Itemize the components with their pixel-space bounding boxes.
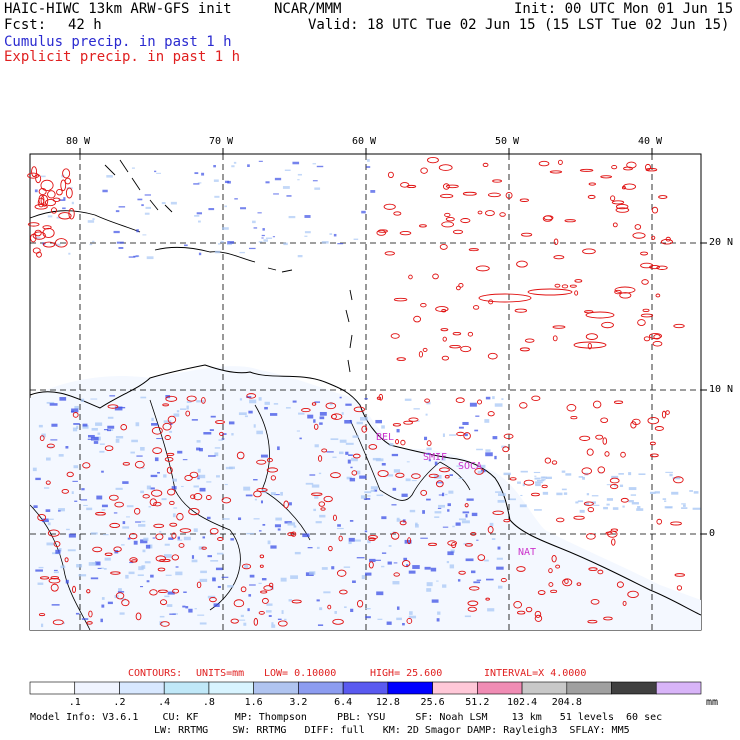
colorbar-swatch: [253, 681, 299, 695]
colorbar-tick-label: 12.8: [375, 697, 400, 708]
forecast-label: Fcst:: [4, 17, 47, 33]
tick-marks: [79, 148, 707, 535]
bahamas-coast: [104, 159, 173, 213]
puerto-rico: [267, 267, 293, 273]
lon-label-50w: 50 W: [495, 136, 520, 147]
contours-interval: INTERVAL=X 4.0000: [484, 668, 587, 679]
org-label: NCAR/MMM: [274, 1, 342, 17]
model-title: HAIC-HIWC 13km ARW-GFS init: [4, 1, 232, 17]
colorbar-tick-label: 51.2: [465, 697, 490, 708]
lon-label-80w: 80 W: [66, 136, 91, 147]
gridlines: [30, 154, 701, 630]
forecast-value: 42 h: [68, 17, 102, 33]
contours-low: LOW= 0.10000: [264, 668, 337, 679]
south-america-coast: [29, 364, 702, 616]
model-info-line2: LW: RRTMG SW: RRTMG DIFF: full KM: 2D Sm…: [154, 725, 630, 736]
lesser-antilles: [345, 289, 353, 373]
contours-units: UNITS=mm: [196, 668, 245, 679]
station-label-bel: BEL: [376, 432, 395, 443]
colorbar: [29, 681, 702, 695]
lon-label-60w: 60 W: [352, 136, 377, 147]
lat-label-20n: 20 N: [709, 237, 734, 248]
colorbar-unit: mm: [706, 697, 719, 708]
colorbar-tick-label: .1: [68, 697, 81, 708]
colorbar-tick-label: 3.2: [289, 697, 308, 708]
explicit-precip-contours: [27, 156, 685, 627]
colorbar-swatch: [29, 681, 76, 695]
station-label-smif: SMIF: [423, 452, 448, 463]
colorbar-swatch: [432, 681, 478, 695]
colorbar-tick-label: .2: [113, 697, 126, 708]
lat-label-0: 0: [709, 528, 716, 539]
lon-label-70w: 70 W: [209, 136, 234, 147]
colorbar-swatch: [521, 681, 568, 695]
colorbar-tick-label: 6.4: [334, 697, 353, 708]
lon-label-40w: 40 W: [638, 136, 663, 147]
station-label-soca: SOCA: [458, 461, 483, 472]
contours-high: HIGH= 25.600: [370, 668, 443, 679]
cuba-coast: [29, 210, 141, 233]
init-time: Init: 00 UTC Mon 01 Jun 15: [514, 1, 734, 17]
colorbar-tick-label: 204.8: [551, 697, 582, 708]
valid-time: Valid: 18 UTC Tue 02 Jun 15 (15 LST Tue …: [308, 17, 730, 33]
hispaniola-coast: [154, 246, 256, 263]
colorbar-tick-label: 102.4: [507, 697, 538, 708]
colorbar-tick-label: .8: [202, 697, 215, 708]
colorbar-tick-label: .4: [158, 697, 171, 708]
colorbar-swatch: [611, 681, 657, 695]
colorbar-swatch: [74, 681, 120, 695]
field-explicit-label: Explicit precip. in past 1 h: [4, 49, 241, 65]
colorbar-swatch: [208, 681, 254, 695]
contours-label: CONTOURS:: [128, 668, 183, 679]
country-borders: [149, 399, 471, 611]
colorbar-swatch: [119, 681, 165, 695]
colorbar-swatch: [298, 681, 344, 695]
colorbar-swatch: [163, 681, 210, 695]
field-cumulus-label: Cumulus precip. in past 1 h: [4, 34, 232, 50]
colorbar-tick-label: 1.6: [244, 697, 263, 708]
lat-label-10n: 10 N: [709, 384, 734, 395]
colorbar-swatch: [342, 681, 389, 695]
colorbar-swatch: [477, 681, 523, 695]
cumulus-precip-layer: [32, 159, 701, 628]
colorbar-swatch: [387, 681, 433, 695]
colorbar-tick-label: 25.6: [420, 697, 445, 708]
model-info-line1: Model Info: V3.6.1 CU: KF MP: Thompson P…: [30, 712, 663, 723]
colorbar-swatch: [566, 681, 612, 695]
station-label-nat: NAT: [518, 547, 537, 558]
colorbar-swatch: [655, 681, 702, 695]
